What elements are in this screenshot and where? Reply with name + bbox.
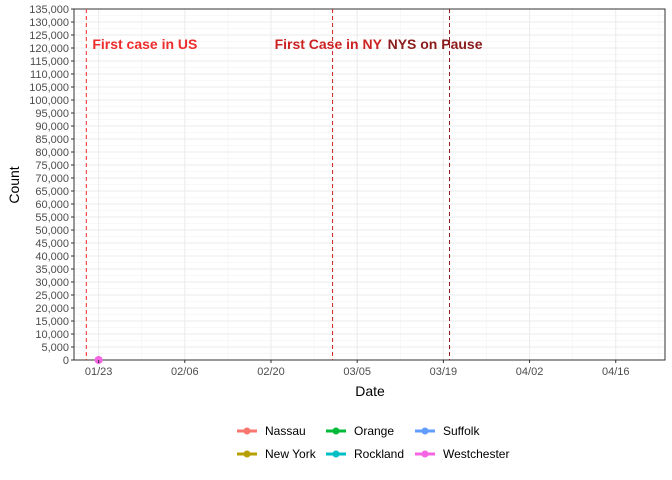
y-tick-label: 25,000	[35, 290, 69, 302]
y-tick-label: 95,000	[35, 108, 69, 120]
y-tick-label: 120,000	[29, 43, 69, 55]
y-tick-label: 55,000	[35, 212, 69, 224]
x-axis-title: Date	[355, 383, 385, 399]
y-tick-label: 85,000	[35, 134, 69, 146]
y-tick-label: 60,000	[35, 199, 69, 211]
legend-item: Westchester	[415, 447, 509, 461]
legend-label: Rockland	[354, 447, 404, 461]
x-axis: 01/23 02/06 02/20 03/05 03/19 04/02 04/16	[85, 360, 630, 378]
annotation-labels: First case in US First Case in NY NYS on P…	[92, 36, 482, 52]
annotation-label: NYS on Pause	[388, 36, 483, 52]
x-tick-label: 03/19	[430, 366, 458, 378]
legend-key-point	[332, 450, 340, 458]
x-tick-label: 04/02	[516, 366, 544, 378]
x-tick-label: 02/06	[171, 366, 199, 378]
legend: Nassau New York Orange Rockland Suffolk Westc…	[237, 424, 509, 461]
x-tick-label: 03/05	[343, 366, 371, 378]
legend-item: Suffolk	[415, 424, 480, 438]
y-tick-label: 50,000	[35, 225, 69, 237]
annotation-label: First Case in NY	[275, 36, 383, 52]
y-tick-label: 65,000	[35, 186, 69, 198]
legend-item: Nassau	[237, 424, 306, 438]
legend-label: New York	[265, 447, 317, 461]
y-tick-label: 75,000	[35, 160, 69, 172]
annotation-lines	[85, 9, 451, 360]
y-tick-label: 15,000	[35, 316, 69, 328]
y-tick-label: 45,000	[35, 238, 69, 250]
legend-item: Orange	[326, 424, 394, 438]
legend-item: New York	[237, 447, 317, 461]
y-tick-label: 110,000	[30, 69, 69, 81]
y-axis: 05,00010,00015,00020,00025,00030,00035,0…	[29, 4, 74, 367]
legend-item: Rockland	[326, 447, 404, 461]
y-tick-label: 135,000	[29, 4, 69, 16]
legend-key-point	[332, 427, 340, 435]
legend-label: Nassau	[265, 424, 306, 438]
y-tick-label: 80,000	[35, 147, 69, 159]
y-tick-label: 0	[63, 355, 69, 367]
legend-key-point	[243, 427, 251, 435]
legend-label: Suffolk	[443, 424, 480, 438]
legend-label: Orange	[354, 424, 394, 438]
y-tick-label: 5,000	[41, 342, 69, 354]
y-tick-label: 35,000	[35, 264, 69, 276]
legend-label: Westchester	[443, 447, 509, 461]
y-tick-label: 125,000	[29, 30, 69, 42]
legend-key-point	[421, 427, 429, 435]
y-tick-label: 90,000	[35, 121, 69, 133]
y-tick-label: 105,000	[29, 82, 69, 94]
legend-key-point	[421, 450, 429, 458]
x-tick-label: 02/20	[257, 366, 285, 378]
y-tick-label: 115,000	[30, 56, 69, 68]
y-tick-label: 130,000	[29, 17, 69, 29]
plot-panel	[73, 8, 666, 361]
annotation-label: First case in US	[92, 36, 197, 52]
y-tick-label: 30,000	[35, 277, 69, 289]
panel-border	[73, 8, 666, 361]
y-axis-title: Count	[6, 166, 22, 203]
y-tick-label: 10,000	[35, 329, 69, 341]
x-tick-label: 01/23	[85, 366, 113, 378]
legend-key-point	[243, 450, 251, 458]
x-tick-label: 04/16	[602, 366, 630, 378]
y-tick-label: 20,000	[35, 303, 69, 315]
y-tick-label: 40,000	[35, 251, 69, 263]
y-tick-label: 70,000	[35, 173, 69, 185]
y-tick-label: 100,000	[29, 95, 69, 107]
